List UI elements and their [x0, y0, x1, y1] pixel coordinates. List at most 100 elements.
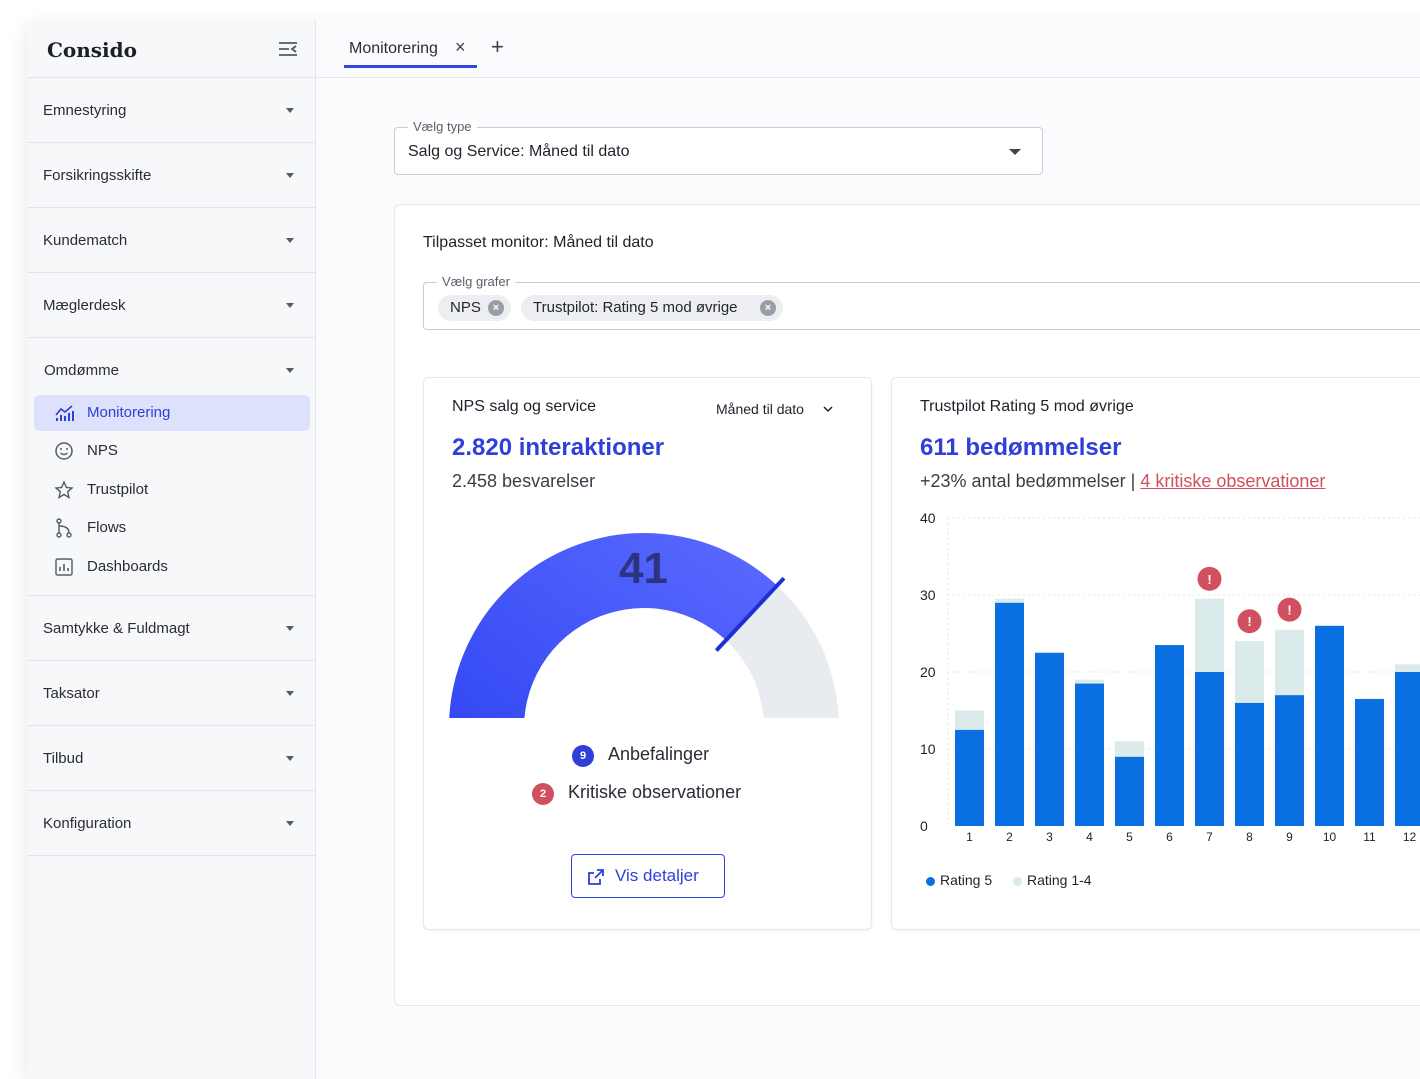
chevron-down-icon[interactable]	[286, 173, 294, 178]
chip-trustpilot: Trustpilot: Rating 5 mod øvrige ×	[521, 295, 783, 321]
sidebar-item-nps[interactable]: NPS	[34, 433, 310, 469]
app-window: Consido Emnestyring Forsikringsskifte Kund…	[28, 19, 1420, 1079]
sidebar-item-trustpilot[interactable]: Trustpilot	[34, 472, 310, 508]
type-select-value: Salg og Service: Måned til dato	[408, 143, 630, 160]
bar-rating5	[1315, 625, 1344, 826]
brand-header: Consido	[28, 19, 315, 78]
ratings-count: 611 bedømmelser	[920, 434, 1122, 461]
legend-label: Rating 1-4	[1027, 872, 1092, 888]
bar-rating5	[1035, 652, 1064, 826]
sidebar-item-flows[interactable]: Flows	[34, 510, 310, 546]
y-tick-label: 20	[920, 664, 936, 680]
chevron-down-icon[interactable]	[822, 404, 834, 414]
remove-chip-icon[interactable]: ×	[760, 300, 776, 316]
bar-rating5	[1395, 672, 1420, 826]
star-icon	[54, 480, 74, 499]
chip-label: Trustpilot: Rating 5 mod øvrige	[533, 299, 738, 316]
chevron-down-icon[interactable]	[286, 108, 294, 113]
type-select[interactable]: Vælg type Salg og Service: Måned til dat…	[394, 119, 1043, 175]
view-details-button[interactable]: Vis detaljer	[571, 854, 725, 898]
nps-score: 41	[619, 544, 668, 593]
nav-section-label: Mæglerdesk	[43, 297, 126, 314]
bar-rating5	[1195, 672, 1224, 826]
nav-section-label: Taksator	[43, 685, 100, 702]
bar-rating5	[1075, 683, 1104, 826]
smiley-icon	[55, 442, 73, 460]
nav-section-emnestyring[interactable]: Emnestyring	[28, 78, 315, 143]
y-tick-label: 30	[920, 587, 936, 603]
sidebar-item-label: Trustpilot	[87, 481, 149, 498]
bar-rating1-4	[995, 598, 1024, 603]
dropdown-arrow-icon[interactable]	[1009, 149, 1021, 155]
monitor-title: Tilpasset monitor: Måned til dato	[423, 234, 654, 251]
nav-section-samtykke-fuldmagt[interactable]: Samtykke & Fuldmagt	[28, 596, 315, 661]
nav-section-label: Forsikringsskifte	[43, 167, 152, 184]
monitor-card: Tilpasset monitor: Måned til dato Vælg g…	[394, 204, 1420, 1006]
nav-section-konfiguration[interactable]: Konfiguration	[28, 791, 315, 856]
nav-section-label: Tilbud	[43, 750, 84, 767]
nav-section-forsikringsskifte[interactable]: Forsikringsskifte	[28, 143, 315, 208]
x-tick-label: 8	[1246, 830, 1253, 844]
x-tick-label: 6	[1166, 830, 1173, 844]
nav-section-tilbud[interactable]: Tilbud	[28, 726, 315, 791]
chip-label: NPS	[450, 299, 481, 316]
y-tick-label: 40	[920, 510, 936, 526]
alert-badge[interactable]	[1197, 566, 1222, 591]
nav-section-kundematch[interactable]: Kundematch	[28, 208, 315, 273]
bar-rating1-4	[1235, 641, 1264, 703]
bar-rating5	[1355, 698, 1384, 826]
y-tick-label: 0	[920, 818, 928, 834]
flow-icon	[56, 518, 72, 538]
chevron-down-icon[interactable]	[286, 303, 294, 308]
chevron-down-icon[interactable]	[286, 691, 294, 696]
nav-section-label: Konfiguration	[43, 815, 132, 832]
chevron-down-icon[interactable]	[286, 756, 294, 761]
chevron-down-icon[interactable]	[286, 626, 294, 631]
bar-rating5	[955, 729, 984, 826]
nav-section-taksator[interactable]: Taksator	[28, 661, 315, 726]
sidebar-item-label: Flows	[87, 519, 127, 536]
graph-select[interactable]: Vælg grafer NPS × Trustpilot: Rating 5 m…	[423, 274, 1420, 330]
bar-rating1-4	[1275, 629, 1304, 696]
dashboard-icon	[55, 558, 73, 576]
recommendations-badge: 9	[572, 745, 594, 767]
chart-icon	[55, 405, 74, 421]
critical-observations-link[interactable]: 4 kritiske observationer	[1140, 471, 1326, 491]
bar-rating5	[1155, 645, 1184, 826]
nps-title: NPS salg og service	[452, 398, 597, 415]
chevron-down-icon[interactable]	[286, 368, 294, 373]
bar-rating5	[995, 602, 1024, 826]
tab-monitorering[interactable]: Monitorering ×	[344, 19, 477, 68]
sidebar-item-monitorering[interactable]: Monitorering	[34, 395, 310, 431]
x-tick-label: 7	[1206, 830, 1213, 844]
chevron-down-icon[interactable]	[286, 821, 294, 826]
legend-label: Rating 5	[940, 872, 993, 888]
period-select[interactable]: Måned til dato	[716, 401, 804, 417]
chevron-down-icon[interactable]	[286, 238, 294, 243]
add-tab-button[interactable]: +	[491, 34, 504, 59]
x-tick-label: 5	[1126, 830, 1133, 844]
legend-dot	[926, 877, 935, 886]
alert-icon: !	[1207, 572, 1211, 587]
bar-rating1-4	[1395, 664, 1420, 672]
nav-section-label[interactable]: Omdømme	[44, 362, 119, 379]
x-tick-label: 11	[1363, 830, 1376, 844]
external-link-icon	[588, 869, 604, 885]
brand-logo: Consido	[47, 38, 137, 62]
nav-section-m-glerdesk[interactable]: Mæglerdesk	[28, 273, 315, 338]
nps-gauge: 41	[449, 533, 839, 718]
close-icon[interactable]: ×	[455, 37, 466, 57]
collapse-sidebar-icon[interactable]	[278, 41, 298, 57]
x-tick-label: 12	[1403, 830, 1417, 844]
interactions-count: 2.820 interaktioner	[452, 434, 665, 461]
alert-badge[interactable]	[1277, 597, 1302, 622]
sidebar-item-dashboards[interactable]: Dashboards	[34, 549, 310, 585]
alert-badge[interactable]	[1237, 609, 1262, 634]
ratings-growth-line: +23% antal bedømmelser | 4 kritiske obse…	[920, 471, 1325, 492]
remove-chip-icon[interactable]: ×	[488, 300, 504, 316]
x-tick-label: 2	[1006, 830, 1013, 844]
nav-section-omdomme: Omdømme Monitorering	[28, 338, 315, 596]
x-tick-label: 10	[1323, 830, 1337, 844]
alert-icon: !	[1247, 614, 1251, 629]
